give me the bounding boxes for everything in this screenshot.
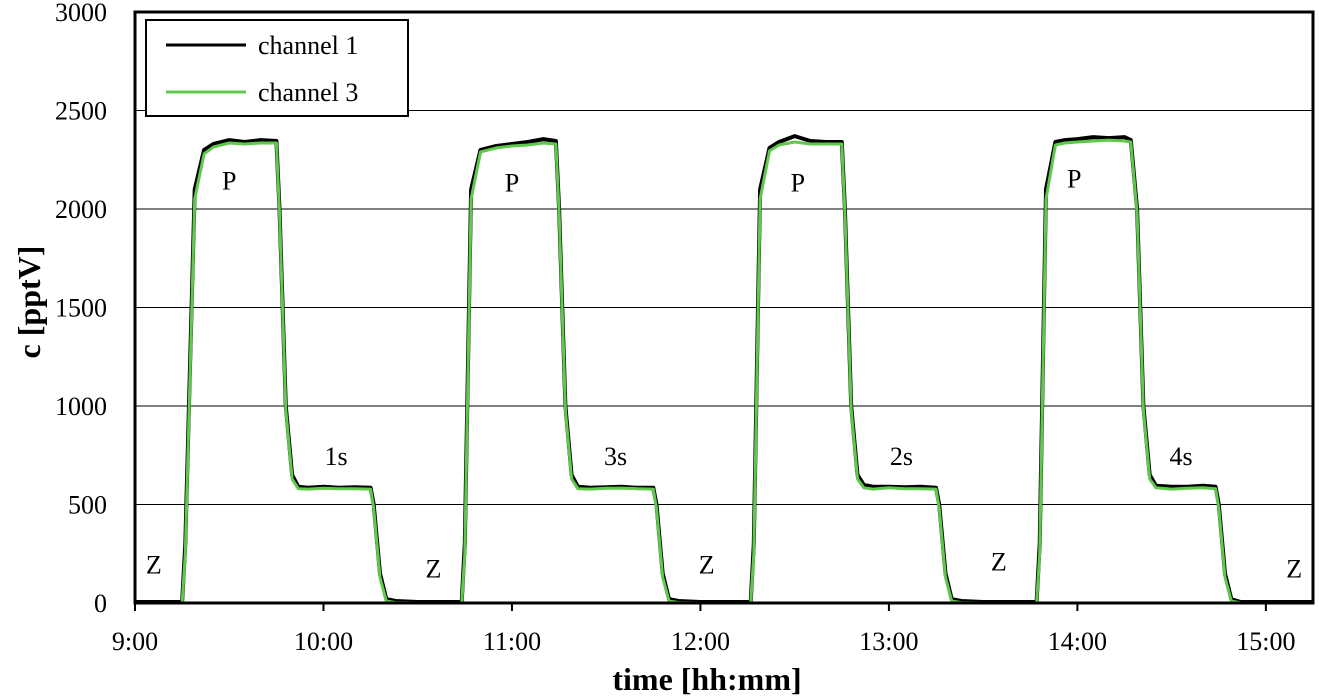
annotation-label: Z <box>146 550 162 579</box>
x-tick-label: 14:00 <box>1048 627 1107 656</box>
gridlines <box>135 110 1313 505</box>
legend-label-channel-1: channel 1 <box>258 31 358 60</box>
legend-label-channel-3: channel 3 <box>258 78 358 107</box>
x-tick-label: 12:00 <box>671 627 730 656</box>
y-tick-label: 1500 <box>55 294 107 323</box>
y-tick-label: 2500 <box>55 97 107 126</box>
annotation-label: Z <box>699 550 715 579</box>
y-tick-labels: 0 500 1000 1500 2000 2500 3000 <box>55 0 107 618</box>
series-lines <box>135 134 1313 605</box>
x-tick-label: 13:00 <box>859 627 918 656</box>
annotation-label: 3s <box>604 442 627 471</box>
legend-box <box>145 19 409 117</box>
annotation-label: P <box>222 166 236 195</box>
annotation-label: 1s <box>324 442 347 471</box>
y-tick-label: 3000 <box>55 0 107 27</box>
annotation-label: P <box>505 168 519 197</box>
legend: channel 1 channel 3 <box>145 19 409 117</box>
annotation-label: Z <box>1286 554 1302 583</box>
x-tick-label: 9:00 <box>112 627 158 656</box>
x-tick-label: 15:00 <box>1236 627 1295 656</box>
y-tick-label: 2000 <box>55 195 107 224</box>
phase-annotations: Z P 1s Z P 3s Z P 2s Z P 4s Z <box>146 164 1302 583</box>
series-line-channel-3 <box>135 138 1313 605</box>
annotation-label: 4s <box>1170 442 1193 471</box>
annotation-label: P <box>1067 164 1081 193</box>
y-tick-label: 0 <box>94 589 107 618</box>
x-tick-labels: 9:00 10:00 11:00 12:00 13:00 14:00 15:00 <box>112 603 1295 656</box>
annotation-label: Z <box>991 547 1007 576</box>
x-axis-title: time [hh:mm] <box>612 661 801 697</box>
x-tick-label: 10:00 <box>294 627 353 656</box>
annotation-label: P <box>791 168 805 197</box>
y-axis-title: c [pptV] <box>11 246 47 359</box>
annotation-label: Z <box>425 554 441 583</box>
x-tick-label: 11:00 <box>483 627 541 656</box>
y-tick-label: 500 <box>68 491 107 520</box>
annotation-label: 2s <box>890 442 913 471</box>
plot-area-frame <box>133 10 1315 605</box>
y-tick-label: 1000 <box>55 392 107 421</box>
